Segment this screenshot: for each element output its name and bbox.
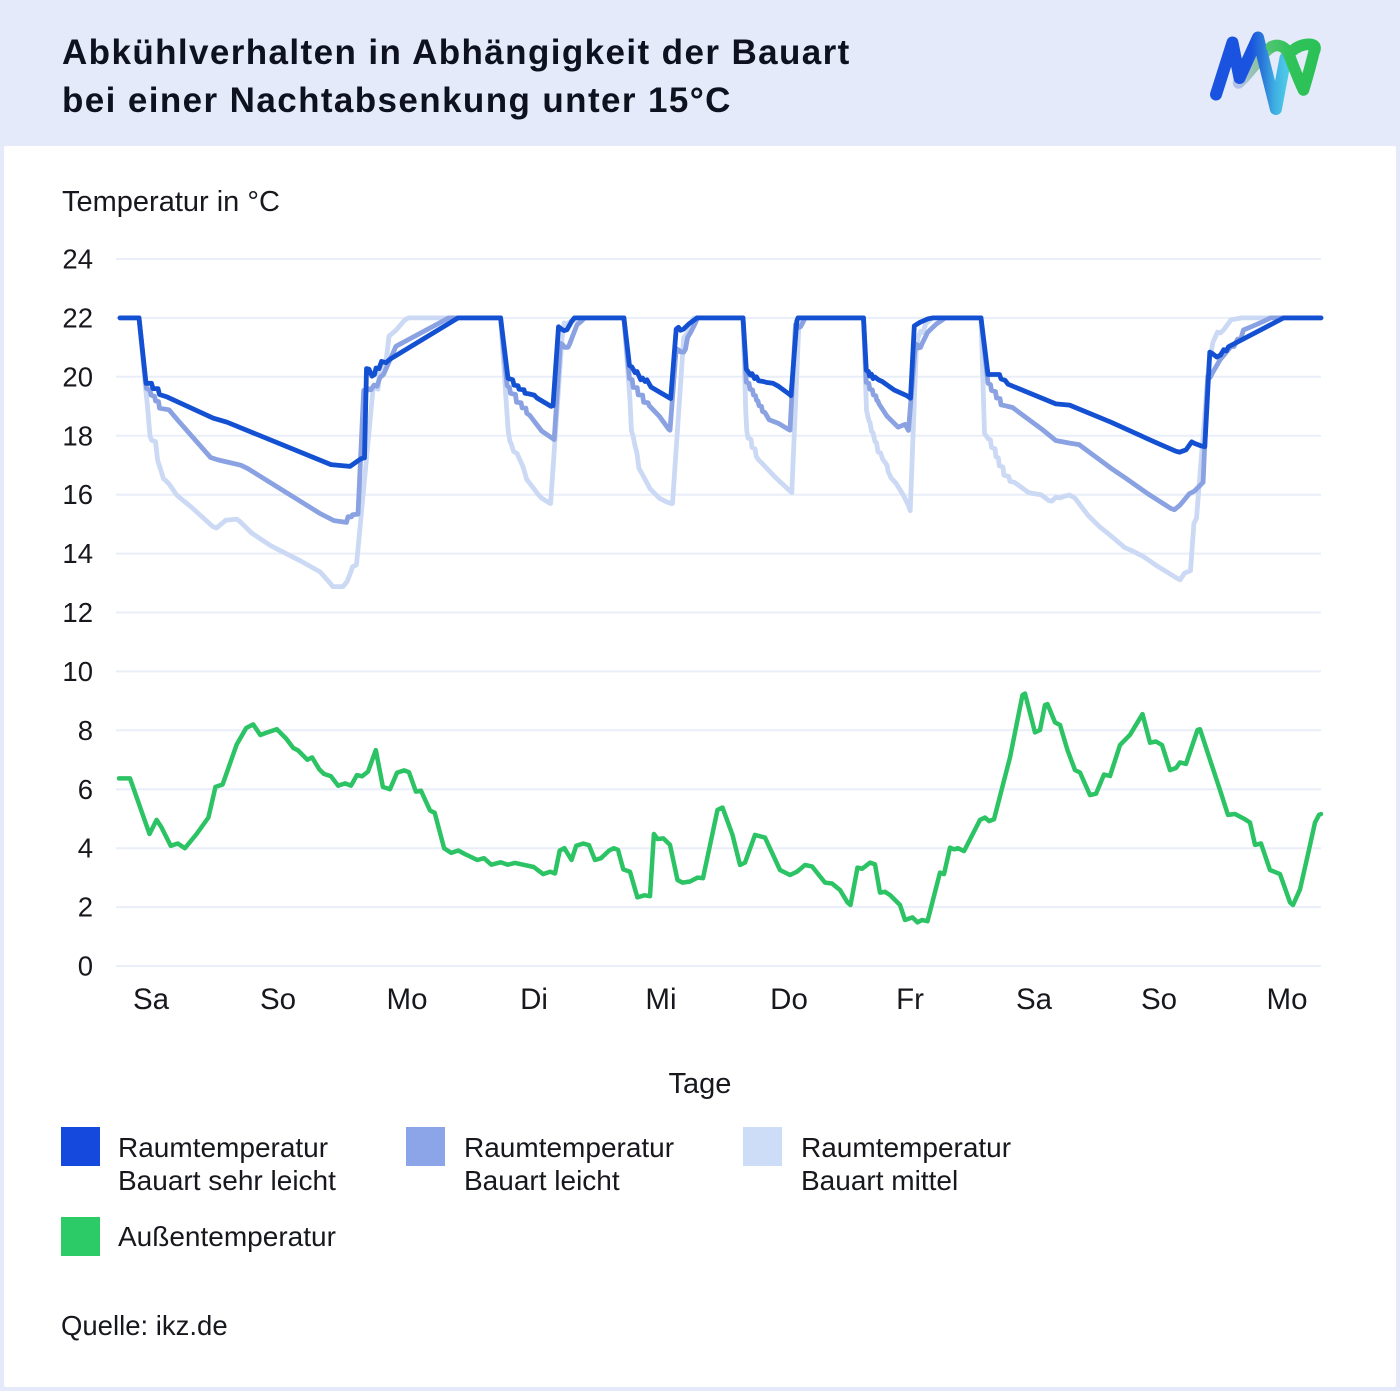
svg-text:Sa: Sa [133, 983, 170, 1016]
svg-text:14: 14 [62, 538, 93, 569]
svg-text:20: 20 [62, 361, 93, 392]
svg-text:Mo: Mo [387, 983, 428, 1016]
svg-text:So: So [260, 983, 296, 1016]
svg-text:Außentemperatur: Außentemperatur [118, 1221, 336, 1252]
svg-text:0: 0 [78, 951, 93, 982]
svg-text:So: So [1141, 983, 1177, 1016]
svg-text:Do: Do [770, 983, 808, 1016]
svg-text:Bauart sehr leicht: Bauart sehr leicht [118, 1165, 336, 1196]
svg-text:Tage: Tage [669, 1068, 732, 1100]
svg-text:bei einer Nachtabsenkung unter: bei einer Nachtabsenkung unter 15°C [62, 81, 732, 120]
svg-text:Raumtemperatur: Raumtemperatur [118, 1132, 328, 1163]
svg-text:Sa: Sa [1016, 983, 1053, 1016]
svg-text:Temperatur in °C: Temperatur in °C [62, 186, 280, 218]
svg-text:16: 16 [62, 479, 93, 510]
svg-text:6: 6 [78, 774, 93, 805]
svg-text:Mi: Mi [645, 983, 676, 1016]
svg-text:22: 22 [62, 302, 93, 333]
svg-text:12: 12 [62, 597, 93, 628]
svg-text:Fr: Fr [896, 983, 924, 1016]
svg-text:8: 8 [78, 715, 93, 746]
svg-text:Abkühlverhalten in Abhängigkei: Abkühlverhalten in Abhängigkeit der Baua… [62, 33, 851, 72]
svg-text:Mo: Mo [1267, 983, 1308, 1016]
svg-text:4: 4 [78, 833, 93, 864]
svg-text:Quelle: ikz.de: Quelle: ikz.de [61, 1310, 228, 1341]
svg-text:10: 10 [62, 656, 93, 687]
svg-text:Bauart mittel: Bauart mittel [801, 1165, 958, 1196]
svg-text:Di: Di [520, 983, 548, 1016]
svg-text:Bauart leicht: Bauart leicht [464, 1165, 620, 1196]
svg-text:Raumtemperatur: Raumtemperatur [464, 1132, 674, 1163]
svg-text:24: 24 [62, 244, 93, 275]
svg-text:Raumtemperatur: Raumtemperatur [801, 1132, 1011, 1163]
svg-text:18: 18 [62, 420, 93, 451]
svg-text:2: 2 [78, 892, 93, 923]
